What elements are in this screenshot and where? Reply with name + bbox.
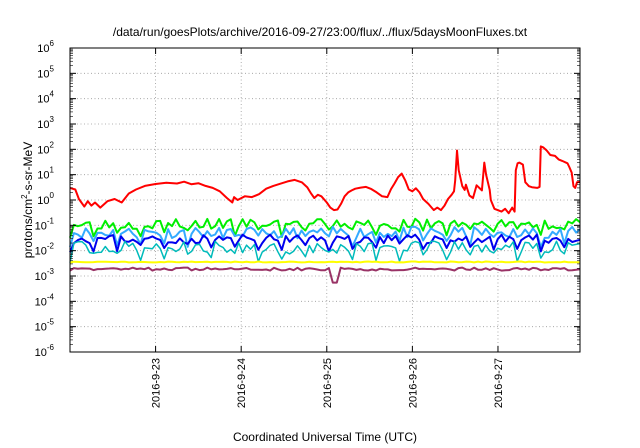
series-line-4 (69, 233, 581, 253)
x-tick-label: 2016-9-25 (322, 358, 334, 408)
series-line-7 (69, 266, 581, 284)
y-tick-label: 10-2 (35, 242, 55, 258)
series-line-2 (69, 217, 581, 238)
y-tick-label: 100 (37, 191, 54, 207)
y-tick-label: 10-3 (35, 267, 55, 283)
y-axis-label: protons/cm2-s-sr-MeV (20, 142, 35, 258)
x-tick-labels: 2016-9-23 2016-9-24 2016-9-25 2016-9-26 2016… (151, 358, 505, 408)
y-tick-label: 103 (37, 115, 54, 131)
x-tick-label: 2016-9-23 (151, 358, 163, 408)
series-layer (69, 145, 581, 284)
ticks (70, 47, 580, 353)
x-tick-label: 2016-9-26 (407, 358, 419, 408)
y-tick-label: 10-5 (35, 318, 55, 334)
x-tick-label: 2016-9-24 (236, 358, 248, 408)
y-tick-label: 102 (37, 140, 54, 156)
chart-title: /data/run/goesPlots/archive/2016-09-27/2… (113, 25, 528, 39)
grid (70, 48, 580, 352)
series-line-6 (69, 260, 581, 264)
y-tick-label: 106 (37, 39, 54, 55)
x-tick-label: 2016-9-27 (493, 358, 505, 408)
series-line-3 (69, 225, 581, 248)
y-tick-label: 10-1 (35, 216, 55, 232)
y-tick-labels: 10-6 10-5 10-4 10-3 10-2 10-1 100 101 102 103 104 1… (35, 39, 55, 359)
x-axis-label: Coordinated Universal Time (UTC) (233, 430, 417, 444)
y-tick-label: 105 (37, 64, 54, 80)
y-tick-label: 10-6 (35, 343, 55, 359)
series-line-1 (69, 145, 581, 215)
y-tick-label: 10-4 (35, 292, 55, 308)
y-tick-label: 101 (37, 166, 54, 182)
series-line-5 (69, 240, 581, 263)
y-tick-label: 104 (37, 90, 54, 106)
